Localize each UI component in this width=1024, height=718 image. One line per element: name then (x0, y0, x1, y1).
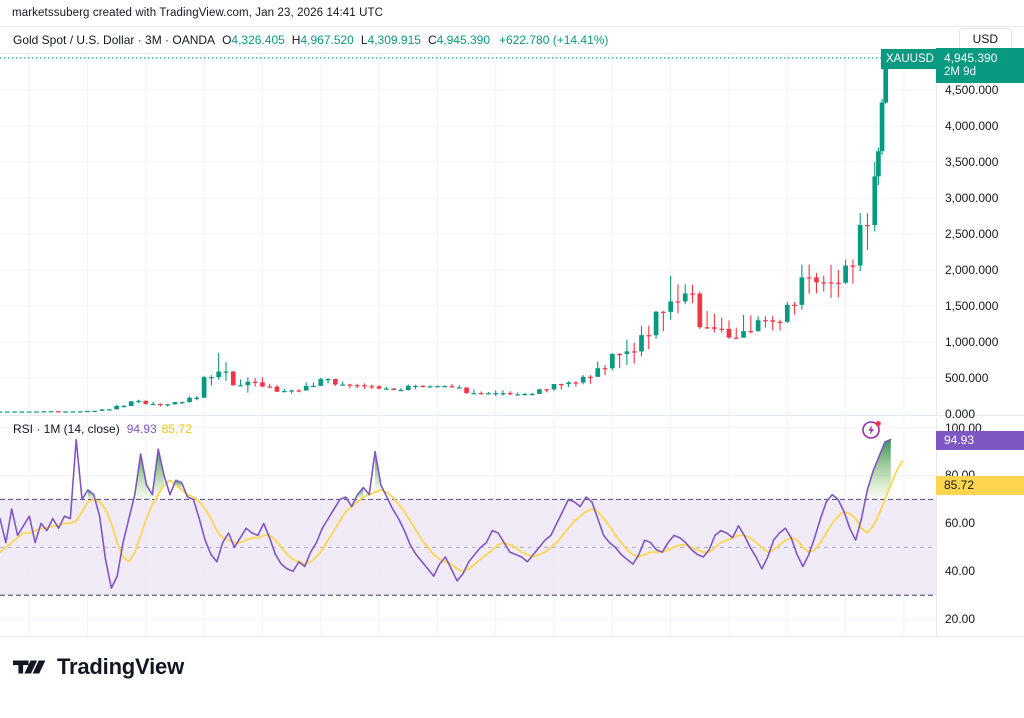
rsi-axis-label: 60.00 (945, 516, 976, 531)
rsi-axis-label: 20.00 (945, 612, 976, 627)
chart-legend-row[interactable]: Gold Spot / U.S. Dollar · 3M · OANDA O4,… (0, 26, 1024, 54)
ohlc-open-label: O (222, 33, 232, 47)
price-pane[interactable] (0, 54, 936, 414)
current-price-badge: 4,945.390 2M 9d (936, 47, 1024, 83)
rsi-legend[interactable]: RSI · 1M (14, close) 94.93 85.72 (13, 422, 192, 436)
chart-legend: Gold Spot / U.S. Dollar · 3M · OANDA O4,… (0, 33, 608, 47)
ohlc-high-label: H (291, 33, 301, 47)
rsi-plot (0, 418, 936, 636)
ohlc-close-value: 4,945.390 (436, 33, 490, 47)
rsi-axis-label: 40.00 (945, 564, 976, 579)
price-axis-label: 3,000.000 (945, 191, 999, 205)
rsi-pane[interactable] (0, 418, 936, 636)
ohlc-high: H4,967.520 (292, 33, 354, 47)
tradingview-wordmark: TradingView (57, 654, 184, 679)
ohlc-open-value: 4,326.405 (231, 33, 285, 47)
price-axis-label: 2,500.000 (945, 227, 999, 241)
pane-separator (0, 415, 1024, 416)
symbol-title[interactable]: Gold Spot / U.S. Dollar · 3M · OANDA (13, 33, 216, 47)
price-axis-label: 2,000.000 (945, 263, 999, 277)
ohlc-low: L4,309.915 (361, 33, 421, 47)
price-axis[interactable]: 0.000 500.000 1,000.000 1,500.000 2,000.000 2… (881, 47, 1024, 421)
price-axis-label: 500.000 (945, 371, 989, 385)
current-price-value: 4,945.390 (944, 50, 998, 65)
ohlc-low-value: 4,309.915 (367, 33, 421, 47)
price-plot (0, 54, 936, 414)
tradingview-mark-icon (13, 660, 46, 674)
price-axis-label: 1,000.000 (945, 335, 999, 349)
rsi-value-badge: 94.93 (936, 430, 1024, 450)
rsi-legend-value: 94.93 (126, 422, 157, 436)
price-axis-label: 4,000.000 (945, 119, 999, 133)
price-axis-label: 0.000 (945, 407, 976, 421)
chart-frame: Gold Spot / U.S. Dollar · 3M · OANDA O4,… (0, 26, 1024, 659)
footer: TradingView (0, 640, 1024, 718)
ohlc-close: C4,945.390 (428, 33, 490, 47)
price-change: +622.780 (+14.41%) (499, 33, 609, 47)
alert-lightning-icon[interactable] (861, 418, 883, 440)
ohlc-open: O4,326.405 (222, 33, 285, 47)
tradingview-logo[interactable]: TradingView (13, 654, 184, 680)
ohlc-high-value: 4,967.520 (300, 33, 354, 47)
ohlc-low-label: L (360, 33, 368, 47)
attribution-text: marketssuberg created with TradingView.c… (12, 7, 384, 19)
symbol-price-flag: XAUUSD (881, 48, 939, 69)
bar-countdown: 2M 9d (944, 65, 976, 78)
price-axis-label: 3,500.000 (945, 155, 999, 169)
price-axis-label: 1,500.000 (945, 299, 999, 313)
currency-badge[interactable]: USD (958, 28, 1012, 52)
rsi-ma-value-badge: 85.72 (936, 476, 1024, 496)
rsi-ma-legend-value: 85.72 (161, 422, 192, 436)
rsi-legend-title: RSI · 1M (14, close) (13, 422, 120, 436)
price-axis-label: 4,500.000 (945, 83, 999, 97)
ohlc-close-label: C (427, 33, 437, 47)
